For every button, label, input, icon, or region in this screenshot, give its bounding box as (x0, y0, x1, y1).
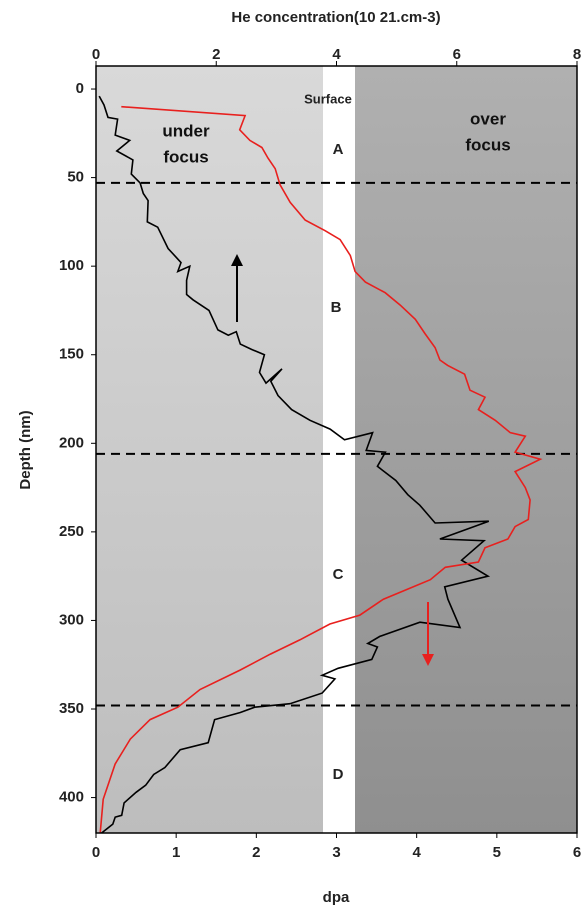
series-line (98, 95, 491, 834)
y-tick-label: 0 (76, 80, 84, 97)
y-tick-label: 150 (59, 346, 84, 363)
annotation: A (333, 141, 344, 158)
annotation: C (333, 566, 344, 583)
plot-area (96, 95, 577, 834)
y-tick-label: 100 (59, 257, 84, 274)
y-tick-label: 350 (59, 700, 84, 717)
annotation: B (331, 299, 342, 316)
x-tick-label: 6 (573, 844, 581, 861)
x2-tick-label: 8 (573, 46, 581, 63)
x2-tick-label: 0 (92, 46, 100, 63)
annotation: focus (163, 147, 208, 166)
y-tick-label: 400 (59, 789, 84, 806)
x-tick-label: 0 (92, 844, 100, 861)
x-tick-label: 4 (412, 844, 421, 861)
annotation: D (333, 766, 344, 783)
x-tick-label: 2 (252, 844, 260, 861)
series-line (99, 105, 543, 834)
x-axis-title: dpa (323, 889, 350, 906)
y-tick-label: 250 (59, 523, 84, 540)
chart-title: He concentration(10 21.cm-3) (231, 9, 440, 26)
x2-tick-label: 2 (212, 46, 220, 63)
annotation: under (162, 121, 210, 140)
y-axis-title: Depth (nm) (17, 410, 34, 489)
annotation: focus (465, 135, 510, 154)
x-tick-label: 5 (493, 844, 501, 861)
micrograph-right (355, 66, 577, 833)
annotation: over (470, 109, 506, 128)
y-tick-label: 300 (59, 611, 84, 628)
x-tick-label: 1 (172, 844, 180, 861)
y-tick-label: 50 (67, 169, 84, 186)
x2-tick-label: 6 (453, 46, 461, 63)
annotation: Surface (304, 91, 352, 106)
micrograph-left (96, 66, 323, 833)
x2-tick-label: 4 (332, 46, 341, 63)
y-tick-label: 200 (59, 434, 84, 451)
x-tick-label: 3 (332, 844, 340, 861)
